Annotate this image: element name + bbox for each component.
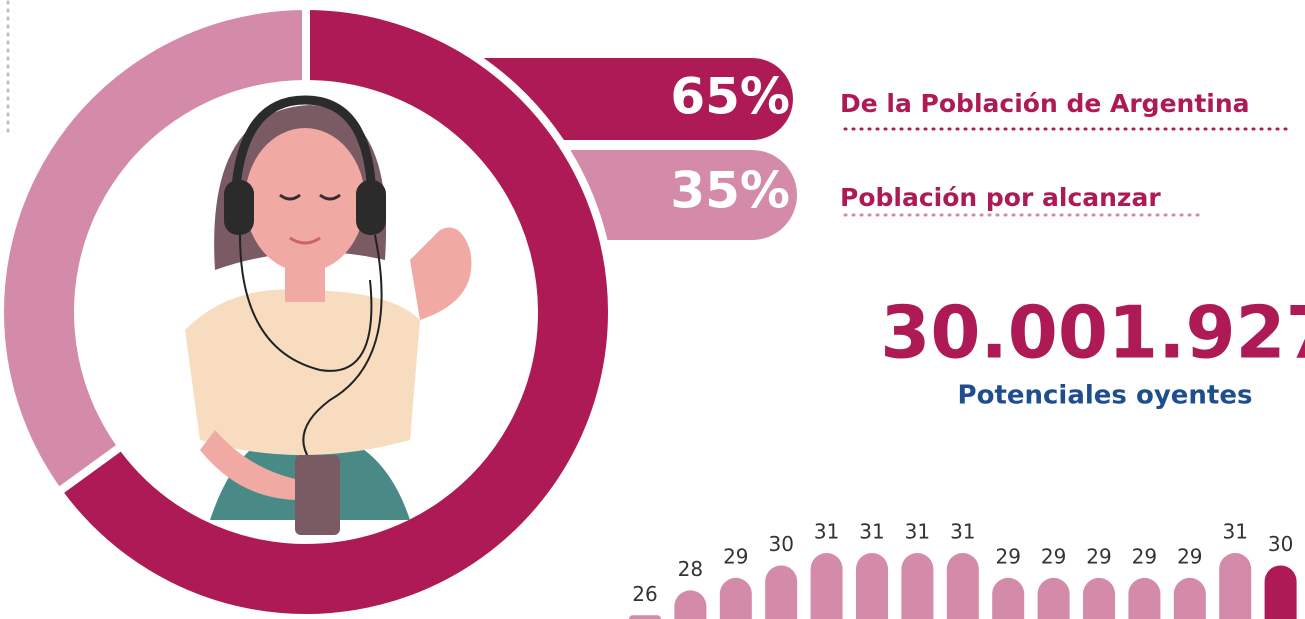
- bar-label: 30: [1268, 532, 1293, 556]
- bar: [720, 578, 752, 619]
- bar: [947, 553, 979, 619]
- bar: [992, 578, 1024, 619]
- bar: [1083, 578, 1115, 619]
- bar-label: 29: [995, 544, 1020, 568]
- earphone-right: [356, 180, 386, 235]
- bar: [1128, 578, 1160, 619]
- face: [245, 128, 365, 272]
- bar-label: 31: [1222, 520, 1247, 544]
- big-number-caption: Potenciales oyentes: [958, 381, 1253, 411]
- legend-label: De la Población de Argentina: [840, 89, 1250, 118]
- infographic: 30.001.927 Potenciales oyentes 65% De la …: [0, 0, 1305, 619]
- bar-label: 29: [723, 544, 748, 568]
- bar: [856, 553, 888, 619]
- value-label: 35%: [670, 162, 790, 220]
- bar-label: 29: [1086, 544, 1111, 568]
- value-label: 65%: [670, 68, 790, 126]
- illustration: [80, 86, 532, 538]
- bar-label: 30: [768, 532, 793, 556]
- bar: [1219, 553, 1251, 619]
- shirt: [185, 290, 420, 456]
- bar-label: 31: [950, 520, 975, 544]
- bar: [1174, 578, 1206, 619]
- bar-label: 28: [678, 557, 703, 581]
- bar-label: 31: [905, 520, 930, 544]
- bar: [811, 553, 843, 619]
- bar: [1038, 578, 1070, 619]
- bar-label: 26: [632, 582, 657, 606]
- bar: [629, 615, 661, 619]
- big-number: 30.001.927: [880, 291, 1305, 375]
- bar-label: 29: [1041, 544, 1066, 568]
- bar: [765, 565, 797, 619]
- bar-label: 31: [859, 520, 884, 544]
- bar-label: 31: [814, 520, 839, 544]
- bar: [901, 553, 933, 619]
- legend-label: Población por alcanzar: [840, 183, 1161, 212]
- bar-label: 29: [1132, 544, 1157, 568]
- phone: [295, 455, 340, 535]
- earphone-left: [224, 180, 254, 235]
- bar: [1265, 565, 1297, 619]
- bar-label: 29: [1177, 544, 1202, 568]
- bar: [674, 590, 706, 619]
